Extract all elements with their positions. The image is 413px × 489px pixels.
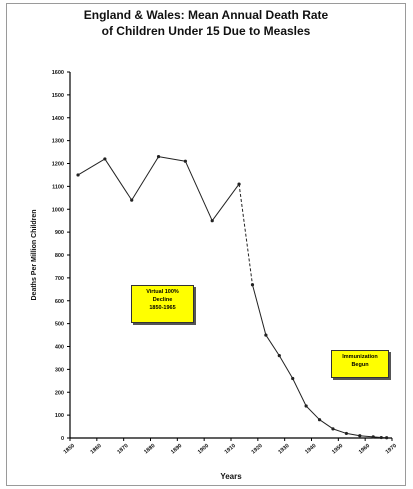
series-line-segment	[77, 158, 106, 176]
series-line-segment	[278, 355, 294, 379]
data-point	[210, 219, 214, 223]
data-point	[277, 354, 281, 358]
y-tick-label: 700	[55, 276, 64, 282]
data-point	[379, 435, 383, 440]
chart-title-line2: of Children Under 15 Due to Measles	[101, 24, 311, 38]
annotation-immunization: Immunization Begun	[331, 350, 389, 378]
data-point	[250, 283, 255, 287]
annotation-decline-line2: Decline	[152, 297, 173, 303]
y-axis-label: Deaths Per Million Children	[31, 209, 38, 300]
data-point	[183, 159, 187, 163]
y-tick-label: 800	[55, 253, 64, 259]
annotation-decline: Virtual 100% Decline 1850-1965	[131, 285, 194, 323]
series-line-segment	[184, 161, 213, 221]
y-tick-label: 100	[55, 413, 64, 419]
annotation-immunization-line1: Immunization	[342, 354, 378, 360]
data-point	[76, 173, 80, 177]
series-line-segment	[265, 334, 280, 356]
data-point	[358, 434, 362, 438]
data-point	[385, 436, 389, 440]
chart-frame	[6, 3, 406, 486]
series-line-segment	[292, 378, 307, 407]
data-point	[344, 431, 348, 436]
x-tick-label: 1870	[116, 443, 129, 455]
x-tick-label: 1860	[90, 443, 103, 455]
series-line-segment	[359, 435, 374, 438]
y-tick-label: 1300	[52, 139, 64, 145]
x-tick-label: 1880	[143, 443, 156, 455]
x-tick-label: 1910	[224, 443, 237, 455]
x-tick-label: 1940	[304, 443, 317, 455]
series-line-segment	[238, 184, 253, 285]
series-line-segment	[319, 419, 334, 430]
x-tick-label: 1960	[358, 443, 371, 455]
chart-title-line1: England & Wales: Mean Annual Death Rate	[83, 8, 329, 22]
series-line-segment	[131, 156, 159, 201]
series-line-segment	[332, 428, 347, 434]
y-tick-label: 600	[55, 299, 64, 305]
data-point	[291, 376, 295, 381]
series-line-segment	[211, 183, 240, 221]
y-tick-label: 1500	[52, 93, 64, 99]
series-line-segment	[104, 158, 133, 201]
annotation-decline-line3: 1850-1965	[149, 305, 176, 311]
series-line-segment	[158, 156, 186, 162]
x-tick-label: 1950	[331, 443, 344, 455]
data-point	[103, 157, 107, 161]
data-point	[331, 427, 335, 431]
series-line-segment	[346, 432, 360, 437]
y-tick-label: 0	[61, 436, 64, 442]
y-tick-label: 300	[55, 367, 64, 373]
x-tick-label: 1900	[197, 443, 210, 455]
y-tick-label: 1600	[52, 70, 64, 76]
data-point	[371, 435, 375, 439]
data-point	[317, 418, 322, 422]
y-tick-label: 1100	[52, 184, 64, 190]
annotation-decline-line1: Virtual 100%	[146, 289, 179, 295]
y-tick-label: 200	[55, 390, 64, 396]
x-axis-label: Years	[220, 472, 242, 481]
series-line-segment	[305, 405, 320, 421]
x-tick-label: 1970	[385, 443, 398, 455]
x-tick-label: 1890	[170, 443, 183, 455]
y-tick-label: 1200	[52, 162, 64, 168]
data-point	[156, 155, 161, 159]
data-point	[237, 182, 241, 186]
y-tick-label: 500	[55, 322, 64, 328]
y-tick-label: 1000	[52, 207, 64, 213]
data-point	[130, 198, 134, 202]
x-tick-label: 1850	[63, 443, 76, 455]
x-tick-label: 1930	[277, 443, 290, 455]
y-tick-label: 1400	[52, 116, 64, 122]
y-tick-label: 900	[55, 230, 64, 236]
y-tick-label: 400	[55, 345, 64, 351]
data-point	[304, 404, 308, 408]
series-line-segment	[251, 284, 267, 336]
annotation-immunization-line2: Begun	[351, 362, 369, 368]
x-tick-label: 1920	[251, 443, 264, 455]
data-point	[264, 333, 268, 337]
